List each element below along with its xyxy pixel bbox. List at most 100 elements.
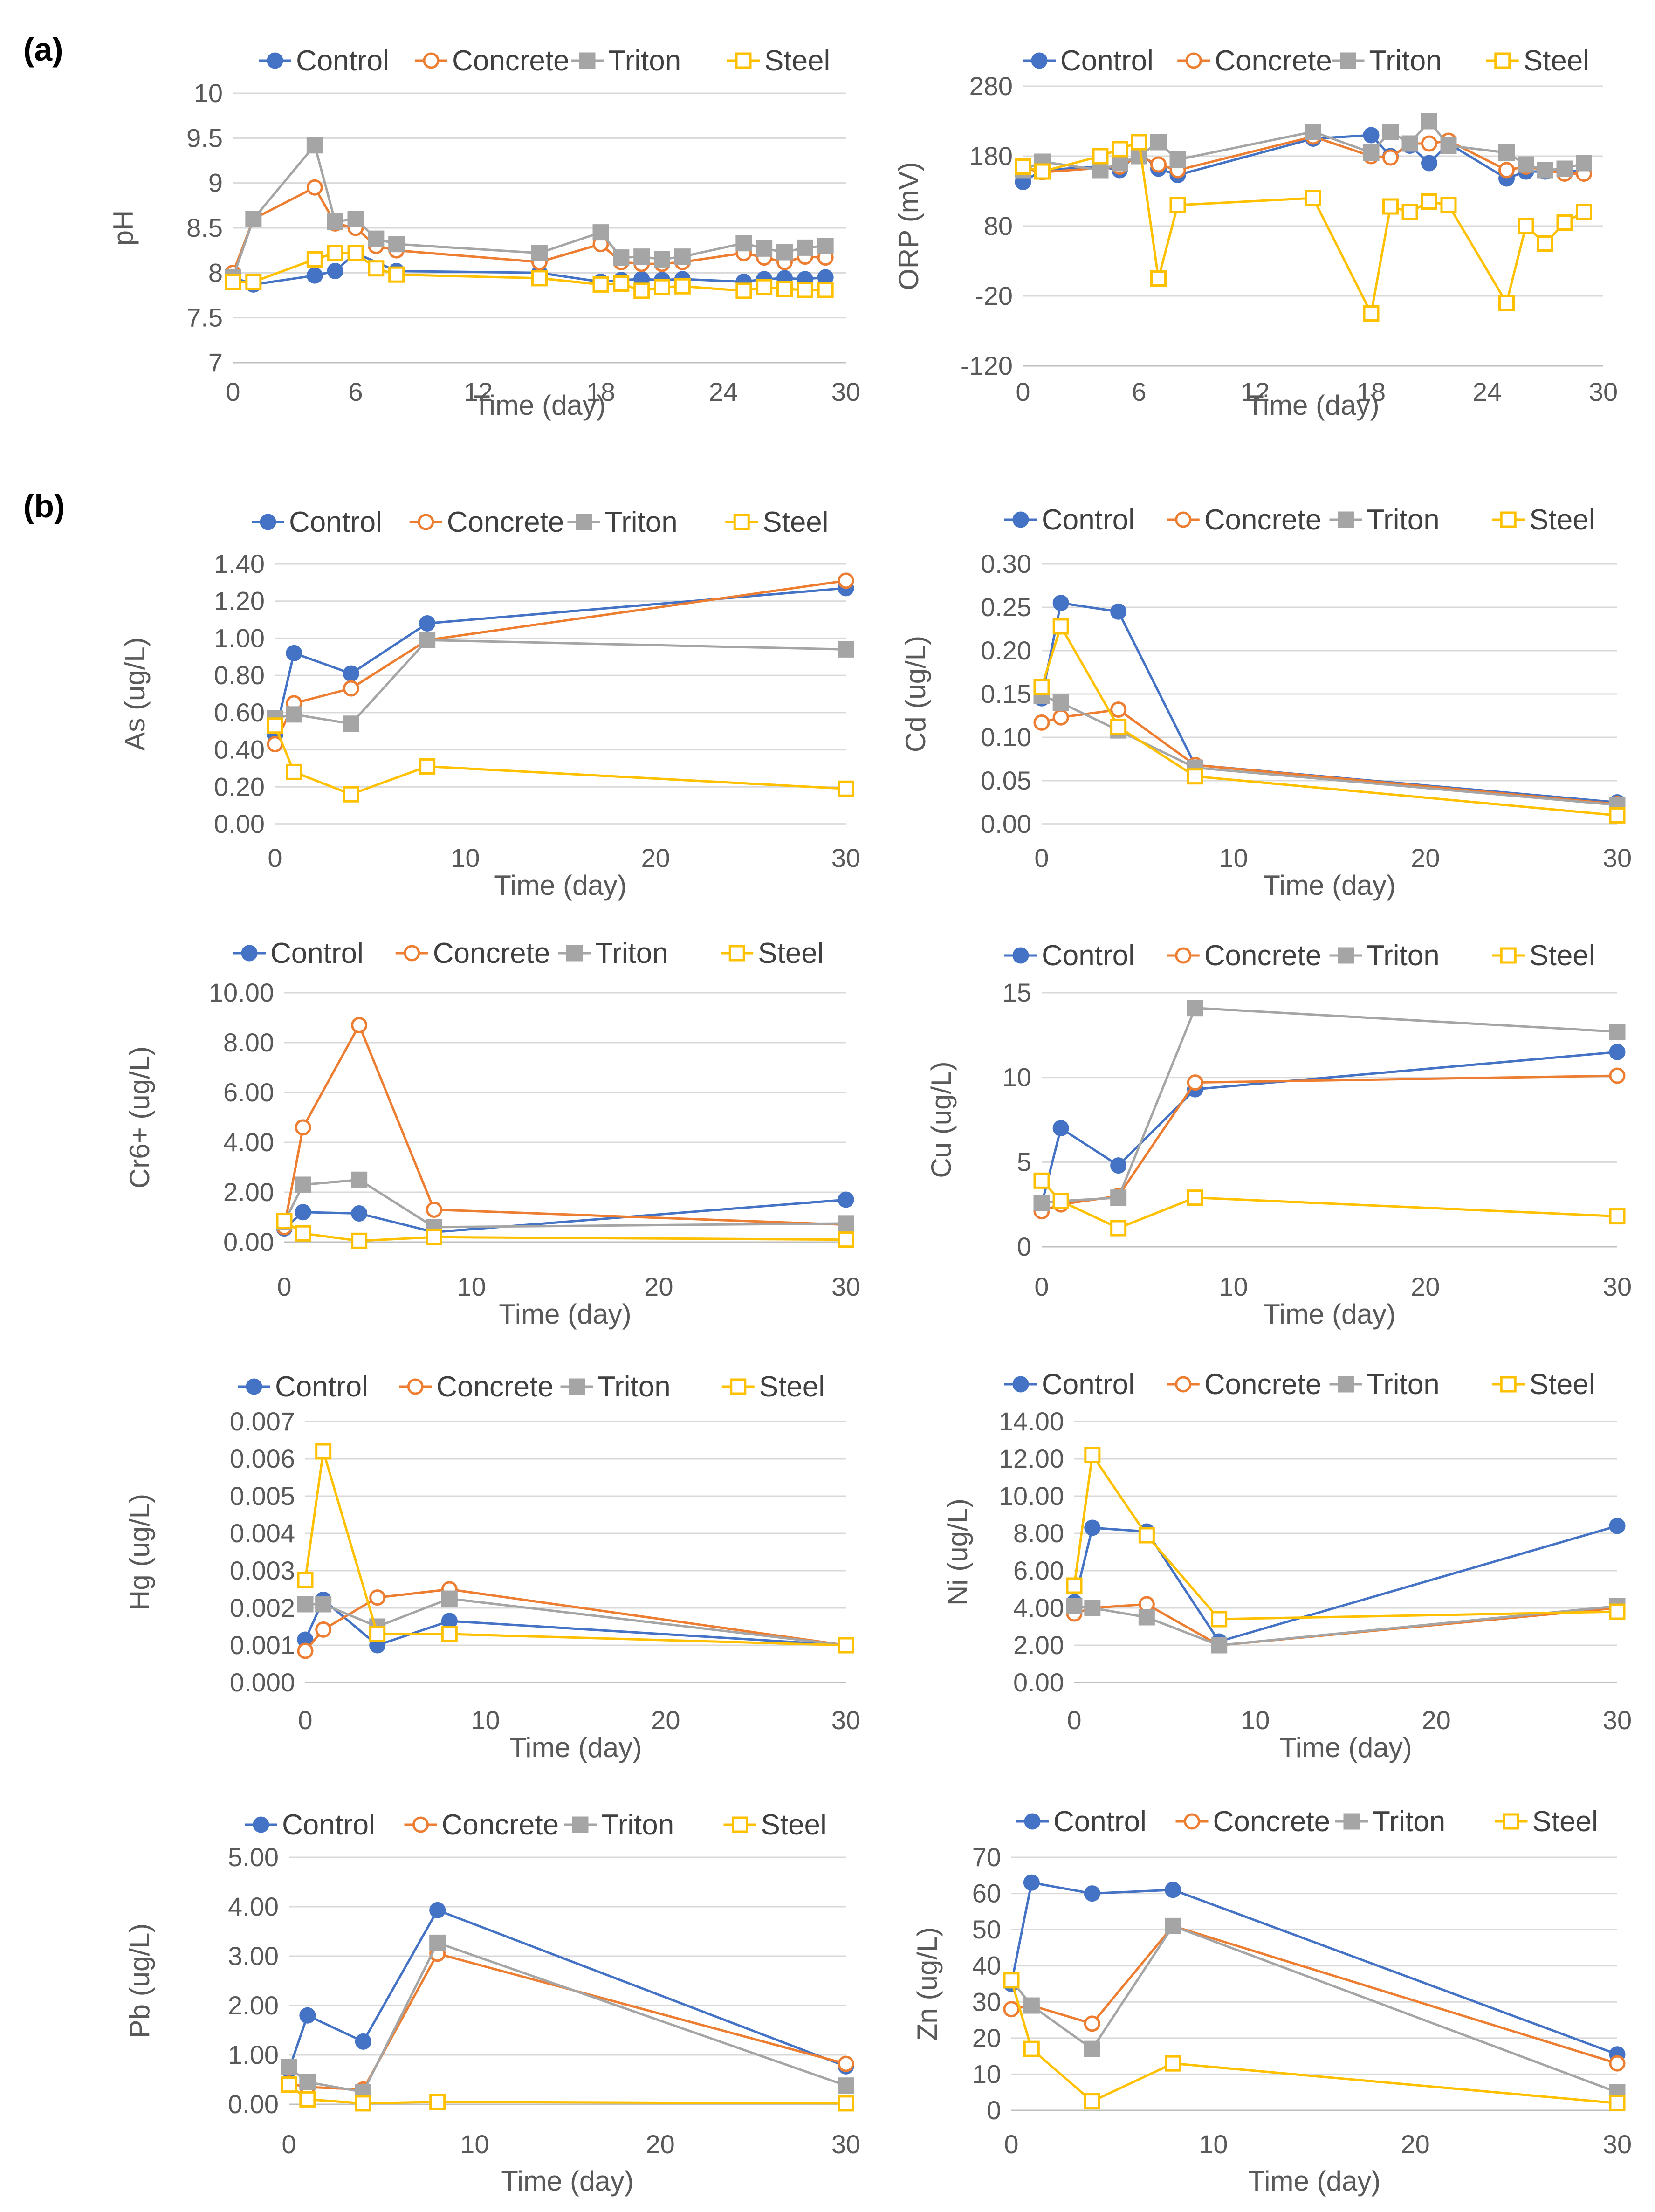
data-point-as-triton	[419, 632, 436, 648]
x-tick-ni: 10	[1241, 1705, 1270, 1735]
data-point-ph-steel	[531, 270, 548, 287]
data-point-cr-triton	[295, 1176, 311, 1193]
legend-label-steel: Steel	[1524, 45, 1589, 77]
data-point-pb-steel	[429, 2094, 446, 2110]
series-line-cu-triton	[1041, 1007, 1618, 1204]
legend-label-triton: Triton	[608, 45, 681, 77]
data-point-ph-steel	[817, 282, 834, 298]
data-point-zn-control	[1084, 1885, 1100, 1902]
data-point-cr-control	[838, 1191, 854, 1208]
data-point-zn-triton	[1023, 1997, 1040, 2014]
data-point-ph-triton	[531, 245, 548, 261]
data-point-hg-concrete	[297, 1642, 314, 1659]
y-tick-ph: 8.5	[186, 213, 223, 242]
data-point-orp-triton	[1537, 162, 1553, 179]
legend-label-concrete: Concrete	[1204, 504, 1322, 536]
x-axis-title-cr: Time (day)	[499, 1298, 631, 1330]
data-point-ph-steel	[776, 281, 793, 297]
data-point-hg-triton	[297, 1596, 314, 1613]
series-line-cd-control	[1040, 602, 1618, 804]
x-tick-cd: 20	[1411, 843, 1440, 872]
x-axis-title-cd: Time (day)	[1263, 870, 1395, 901]
y-tick-orp: 80	[984, 211, 1013, 240]
series-line-cu-steel	[1041, 1180, 1618, 1230]
y-tick-cr: 10.00	[209, 978, 274, 1007]
data-point-orp-steel	[1363, 305, 1380, 322]
legend-marker-control	[260, 514, 276, 530]
legend-marker-steel	[1500, 947, 1517, 964]
y-tick-hg: 0.007	[230, 1407, 295, 1436]
y-tick-ph: 7	[208, 348, 223, 377]
data-point-as-steel	[267, 717, 283, 734]
data-point-cr-concrete	[426, 1201, 442, 1218]
y-tick-ni: 12.00	[999, 1444, 1064, 1473]
x-tick-orp: 30	[1589, 377, 1618, 406]
chart-hg: 0.000 0.001 0.002 0.003 0.004 0.005 0.006 0.007…	[124, 1371, 860, 1763]
y-tick-zn: 10	[972, 2059, 1001, 2088]
x-tick-pb: 10	[460, 2130, 489, 2159]
legend-label-triton: Triton	[598, 1371, 671, 1403]
data-point-as-triton	[343, 715, 359, 732]
legend-marker-concrete	[423, 52, 440, 69]
data-point-hg-steel	[315, 1443, 332, 1460]
legend-label-control: Control	[1042, 940, 1135, 972]
data-point-ph-control	[306, 267, 323, 284]
data-point-as-control	[343, 665, 359, 682]
y-tick-as: 0.00	[214, 809, 265, 838]
x-axis-title-as: Time (day)	[494, 870, 626, 901]
x-tick-ph: 18	[586, 377, 615, 406]
data-point-ph-steel	[225, 274, 241, 290]
legend-label-steel: Steel	[1529, 940, 1595, 972]
legend-marker-control	[1024, 1813, 1041, 1830]
data-point-pb-triton	[299, 2074, 316, 2090]
x-tick-hg: 0	[298, 1705, 312, 1735]
data-point-cu-concrete	[1187, 1074, 1203, 1091]
data-point-orp-steel	[1150, 270, 1167, 287]
x-tick-cu: 30	[1603, 1272, 1632, 1301]
data-point-orp-steel	[1576, 204, 1592, 220]
y-tick-ni: 2.00	[1013, 1630, 1064, 1660]
data-point-cd-steel	[1110, 719, 1127, 735]
data-point-orp-triton	[1363, 144, 1380, 161]
data-point-ph-steel	[756, 279, 773, 295]
legend-marker-concrete	[1185, 52, 1202, 69]
data-point-hg-steel	[369, 1626, 386, 1642]
data-point-cu-triton	[1033, 1195, 1050, 1211]
x-tick-as: 0	[268, 843, 282, 872]
y-tick-pb: 3.00	[228, 1941, 279, 1971]
data-point-ni-steel	[1066, 1577, 1083, 1594]
legend-marker-triton	[569, 1378, 585, 1395]
x-tick-orp: 12	[1241, 377, 1270, 406]
chart-pb: 0.00 1.00 2.00 3.00 4.00 5.00 0 10 20 30 Time (day…	[124, 1809, 860, 2197]
data-point-as-concrete	[838, 572, 854, 589]
data-point-ph-triton	[674, 248, 691, 265]
data-point-as-steel	[343, 786, 359, 803]
y-tick-as: 0.20	[214, 772, 265, 801]
series-line-as-steel	[274, 725, 846, 796]
y-tick-pb: 4.00	[228, 1892, 279, 1921]
data-point-ph-triton	[306, 137, 323, 154]
y-axis-title-ph: pH	[108, 210, 139, 246]
legend-marker-control	[1012, 947, 1029, 964]
y-tick-zn: 50	[972, 1915, 1001, 1944]
data-point-hg-steel	[441, 1626, 458, 1642]
series-line-cu-concrete	[1041, 1074, 1618, 1213]
series-line-ni-concrete	[1074, 1603, 1618, 1647]
legend-label-triton: Triton	[605, 506, 678, 538]
x-tick-hg: 30	[831, 1705, 860, 1735]
data-point-pb-triton	[429, 1934, 446, 1951]
chart-ni: 0.00 2.00 4.00 6.00 8.00 10.00 12.00 14.00 0 10 20…	[942, 1368, 1632, 1763]
data-point-cr-concrete	[295, 1119, 311, 1136]
y-tick-ph: 10	[194, 78, 223, 108]
legend-label-steel: Steel	[1529, 1368, 1595, 1401]
chart-zn: 0 10 20 30 40 50 60 70 0 10 20 30 Time (day) Zn (ug/L…	[912, 1806, 1632, 2197]
chart-ph: 7 7.5 8 8.5 9 9.5 10 0 6 12 18 24 30 Time (day) pH Cont…	[108, 45, 860, 421]
data-point-as-steel	[286, 763, 302, 780]
data-point-pb-control	[299, 2007, 316, 2024]
x-tick-orp: 18	[1357, 377, 1386, 406]
y-tick-as: 1.20	[214, 586, 265, 616]
data-point-ni-triton	[1066, 1598, 1083, 1614]
x-tick-zn: 20	[1401, 2130, 1430, 2159]
data-point-orp-steel	[1131, 134, 1147, 151]
data-point-as-steel	[419, 758, 436, 775]
